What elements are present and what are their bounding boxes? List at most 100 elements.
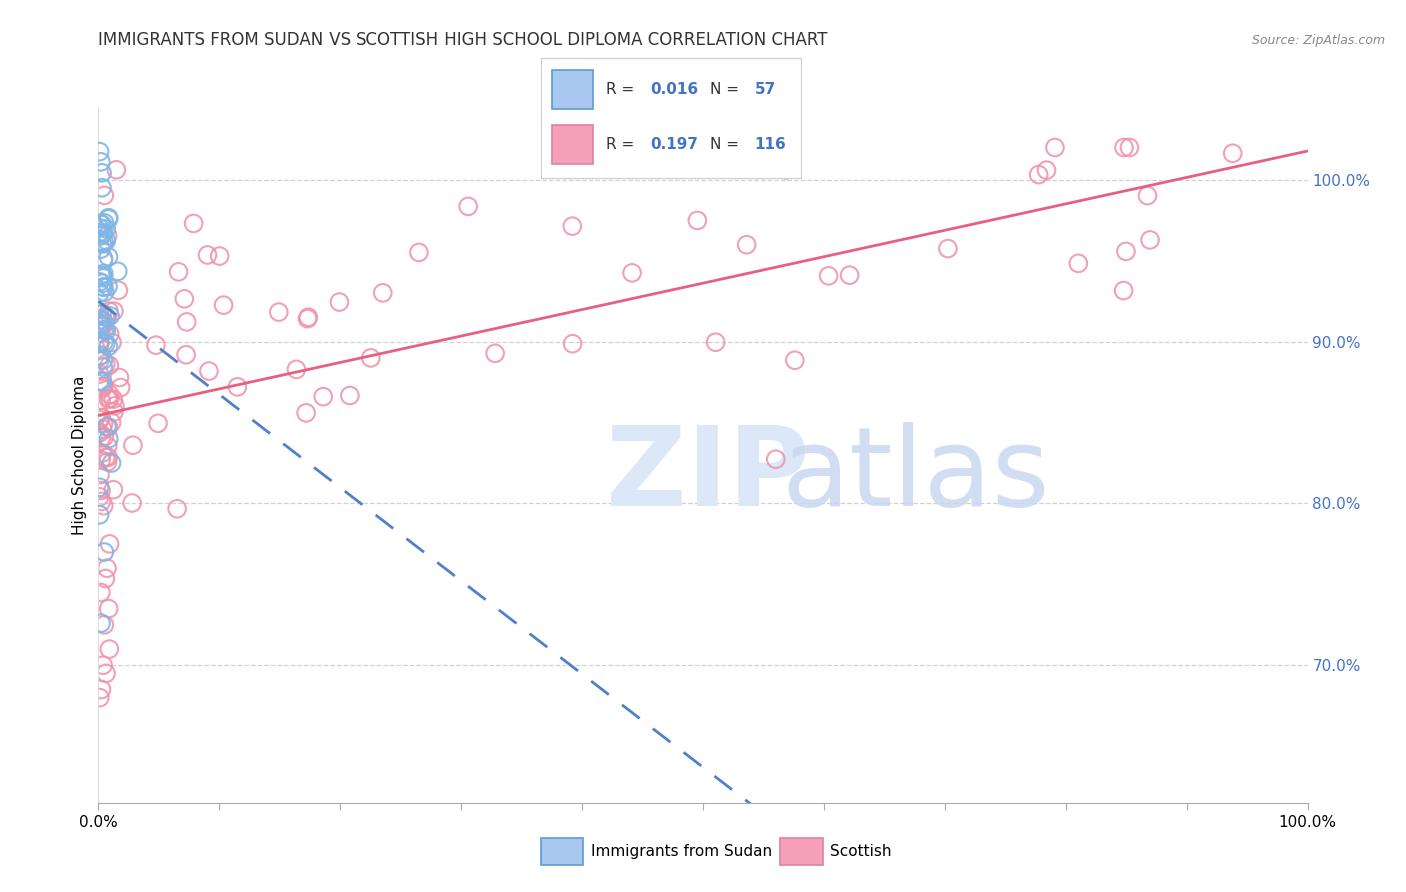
Point [89, 508, 111, 522]
Point [89, 367, 111, 381]
Point [621, 266, 644, 280]
Text: Scottish: Scottish [830, 845, 891, 859]
Point [89, 334, 111, 349]
Point [94, 450, 117, 465]
Point [93, 379, 115, 393]
Point [783, 353, 806, 368]
Point [1139, 233, 1161, 247]
Point [90, 382, 112, 396]
Point [1067, 256, 1090, 270]
Point [93, 353, 115, 368]
Point [817, 268, 839, 283]
Text: atlas: atlas [782, 422, 1050, 529]
Text: N =: N = [710, 137, 744, 153]
Point [704, 335, 727, 350]
Point [93, 267, 115, 281]
Point [91, 236, 114, 251]
Point [1112, 140, 1135, 154]
Point [339, 388, 361, 402]
Point [295, 406, 318, 420]
FancyBboxPatch shape [551, 70, 593, 109]
Point [89, 335, 111, 350]
Point [90, 682, 112, 697]
Point [561, 219, 583, 234]
Point [108, 370, 131, 384]
Text: 57: 57 [755, 82, 776, 97]
Point [89, 374, 111, 388]
Point [96, 310, 118, 325]
Text: N =: N = [710, 82, 744, 97]
Point [97, 455, 120, 469]
Point [93, 216, 115, 230]
Point [91, 658, 114, 673]
Point [1136, 188, 1159, 202]
Point [105, 162, 128, 177]
Point [93, 226, 115, 240]
Point [90, 348, 112, 362]
Point [97, 420, 120, 434]
Point [97, 439, 120, 453]
Point [371, 285, 394, 300]
Point [91, 227, 114, 242]
Point [145, 338, 167, 352]
Point [93, 335, 115, 350]
Point [110, 380, 132, 394]
Point [1028, 168, 1050, 182]
Point [89, 412, 111, 426]
Point [1043, 140, 1066, 154]
Point [838, 268, 860, 282]
Point [93, 252, 115, 266]
Point [94, 336, 117, 351]
Point [98, 359, 121, 373]
Point [765, 452, 787, 467]
Point [93, 270, 115, 285]
Point [96, 324, 118, 338]
Point [98, 326, 121, 341]
Point [98, 387, 121, 401]
Point [97, 279, 120, 293]
Point [91, 268, 114, 283]
Point [97, 211, 120, 226]
Point [93, 317, 115, 331]
Point [94, 310, 117, 324]
Point [166, 501, 188, 516]
Point [226, 380, 249, 394]
Point [686, 213, 709, 227]
Point [89, 353, 111, 368]
Point [91, 181, 114, 195]
Point [89, 349, 111, 363]
Point [103, 405, 125, 419]
Text: VS: VS [323, 31, 356, 49]
Point [96, 419, 118, 434]
Point [89, 316, 111, 330]
Point [90, 312, 112, 326]
Point [176, 315, 198, 329]
Point [90, 431, 112, 445]
Point [735, 237, 758, 252]
Point [1112, 284, 1135, 298]
Point [1222, 146, 1244, 161]
Text: Source: ZipAtlas.com: Source: ZipAtlas.com [1251, 34, 1385, 46]
Point [101, 335, 124, 350]
Point [97, 601, 120, 615]
Text: 0.016: 0.016 [651, 82, 699, 97]
Point [97, 250, 120, 264]
Point [93, 235, 115, 250]
Point [1115, 244, 1137, 259]
Point [90, 483, 112, 498]
Point [89, 308, 111, 322]
Point [297, 311, 319, 326]
Point [97, 392, 120, 406]
Point [89, 229, 111, 244]
Point [89, 275, 111, 289]
Point [91, 276, 114, 290]
Y-axis label: High School Diploma: High School Diploma [72, 376, 87, 534]
Point [1035, 163, 1057, 178]
Point [90, 242, 112, 256]
Point [96, 561, 118, 575]
Point [90, 410, 112, 425]
Point [93, 280, 115, 294]
Point [173, 292, 195, 306]
Point [98, 537, 121, 551]
Point [297, 310, 319, 325]
